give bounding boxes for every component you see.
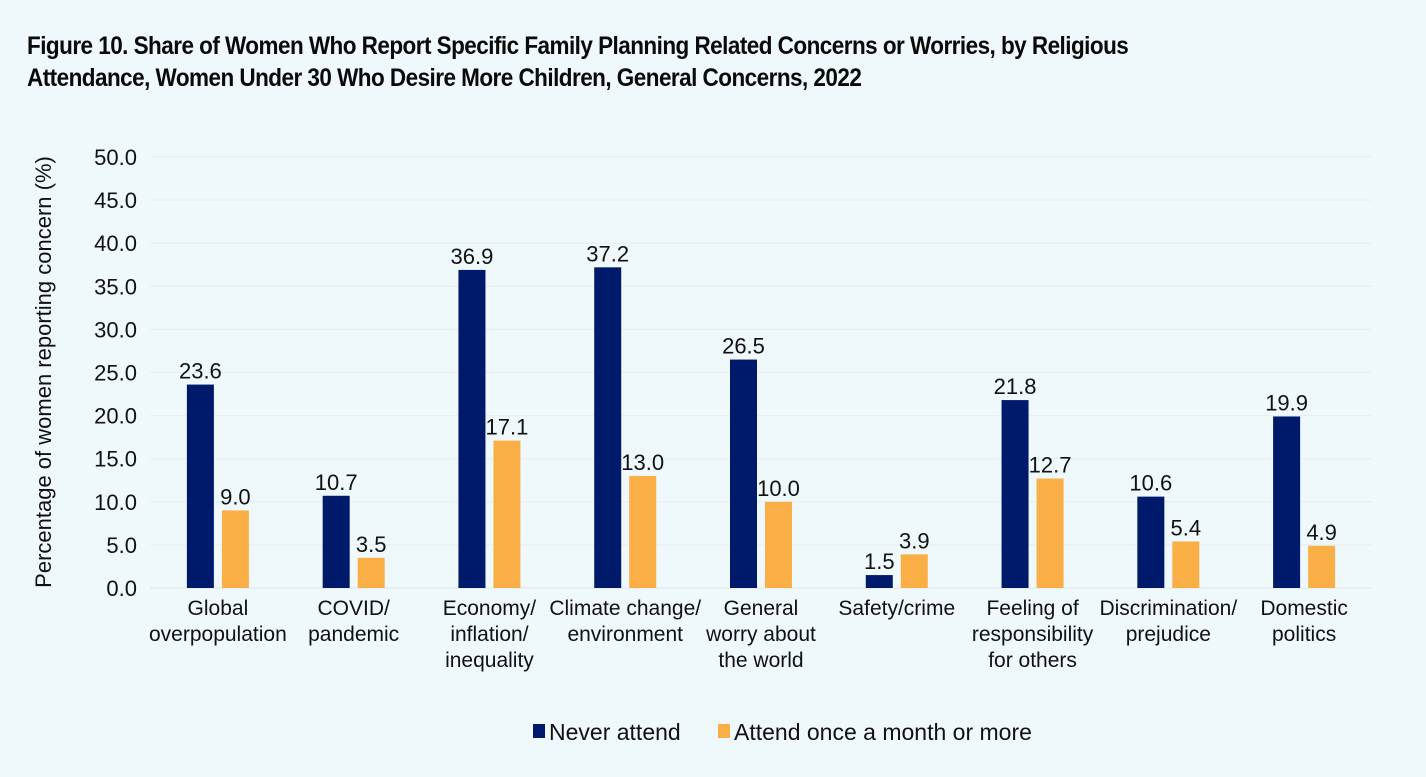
data-label: 23.6 <box>179 359 222 384</box>
data-label: 21.8 <box>994 374 1037 399</box>
bar-never-attend <box>186 384 214 588</box>
data-label: 9.0 <box>220 484 251 509</box>
bars <box>186 267 1336 588</box>
chart-title-line-2: Attendance, Women Under 30 Who Desire Mo… <box>27 64 862 92</box>
y-tick-label: 50.0 <box>94 145 137 170</box>
bar-attend-monthly <box>493 440 521 588</box>
bar-never-attend <box>865 575 893 588</box>
legend-swatch <box>533 724 545 738</box>
data-label: 17.1 <box>486 415 529 440</box>
x-tick-label: Discrimination/prejudice <box>1099 597 1237 646</box>
gridlines <box>150 156 1372 589</box>
legend-label: Attend once a month or more <box>734 719 1032 745</box>
bar-attend-monthly <box>765 501 792 588</box>
bar-attend-monthly <box>629 475 657 588</box>
legend-swatch <box>718 724 730 738</box>
legend-item: Attend once a month or more <box>718 719 1032 745</box>
bar-attend-monthly <box>1172 541 1200 588</box>
bar-never-attend <box>1273 416 1301 588</box>
legend-label: Never attend <box>549 719 681 745</box>
x-tick-label: Safety/crime <box>838 597 955 620</box>
x-tick-label: Global overpopulation <box>149 597 287 646</box>
data-label: 4.9 <box>1306 520 1337 545</box>
bar-attend-monthly <box>1308 545 1336 588</box>
y-tick-label: 15.0 <box>94 447 137 472</box>
data-label: 3.5 <box>356 532 387 557</box>
bar-attend-monthly <box>900 554 928 588</box>
data-label: 37.2 <box>586 241 629 266</box>
x-tick-label: Economy/inflation/inequality <box>443 597 537 672</box>
y-axis: 0.0 5.0 10.0 15.0 20.0 25.0 30.0 35.0 40.0 45.0 50… <box>94 145 137 601</box>
bar-attend-monthly <box>357 557 385 588</box>
data-label: 19.9 <box>1265 390 1308 415</box>
data-label: 10.7 <box>315 470 358 495</box>
bar-never-attend <box>1137 496 1165 588</box>
y-tick-label: 25.0 <box>94 361 137 386</box>
data-label: 26.5 <box>722 334 765 359</box>
y-tick-label: 35.0 <box>94 274 137 299</box>
bar-never-attend <box>594 267 622 588</box>
data-label: 12.7 <box>1029 453 1072 478</box>
bar-never-attend <box>458 269 486 588</box>
x-axis-labels: Global overpopulation COVID/pandemic Econom… <box>149 597 1348 672</box>
data-label: 10.6 <box>1129 471 1172 496</box>
y-axis-label: Percentage of women reporting concern (%… <box>31 156 56 588</box>
y-tick-label: 30.0 <box>94 317 137 342</box>
bar-never-attend <box>322 495 350 588</box>
y-tick-label: 0.0 <box>106 576 137 601</box>
data-label: 3.9 <box>899 528 930 553</box>
chart-title: Figure 10. Share of Women Who Report Spe… <box>27 30 1269 94</box>
x-tick-label: Feeling of responsibility for others <box>972 597 1094 672</box>
legend: Never attend Attend once a month or more <box>533 719 1032 745</box>
bar-attend-monthly <box>221 510 249 588</box>
data-label: 13.0 <box>621 450 664 475</box>
x-tick-label: COVID/pandemic <box>308 597 399 646</box>
y-tick-label: 45.0 <box>94 188 137 213</box>
chart-title-line-1: Figure 10. Share of Women Who Report Spe… <box>27 32 1129 60</box>
bar-attend-monthly <box>1036 478 1064 588</box>
legend-item: Never attend <box>533 719 681 745</box>
y-tick-label: 20.0 <box>94 404 137 429</box>
y-tick-label: 40.0 <box>94 231 137 256</box>
x-tick-label: Domestic politics <box>1260 597 1348 646</box>
data-label: 10.0 <box>757 476 800 501</box>
y-tick-label: 10.0 <box>94 490 137 515</box>
data-label: 1.5 <box>864 549 895 574</box>
data-label: 36.9 <box>451 244 494 269</box>
x-tick-label: Climate change/environment <box>549 597 701 646</box>
x-tick-label: General worry about the world <box>705 597 816 672</box>
y-tick-label: 5.0 <box>106 533 137 558</box>
bar-never-attend <box>730 359 757 588</box>
bar-never-attend <box>1001 400 1029 588</box>
data-label: 5.4 <box>1171 515 1202 540</box>
data-labels: 23.6 9.0 10.7 3.5 36.9 17.1 37.2 13.0 26.5 10.0 1.… <box>179 241 1337 574</box>
